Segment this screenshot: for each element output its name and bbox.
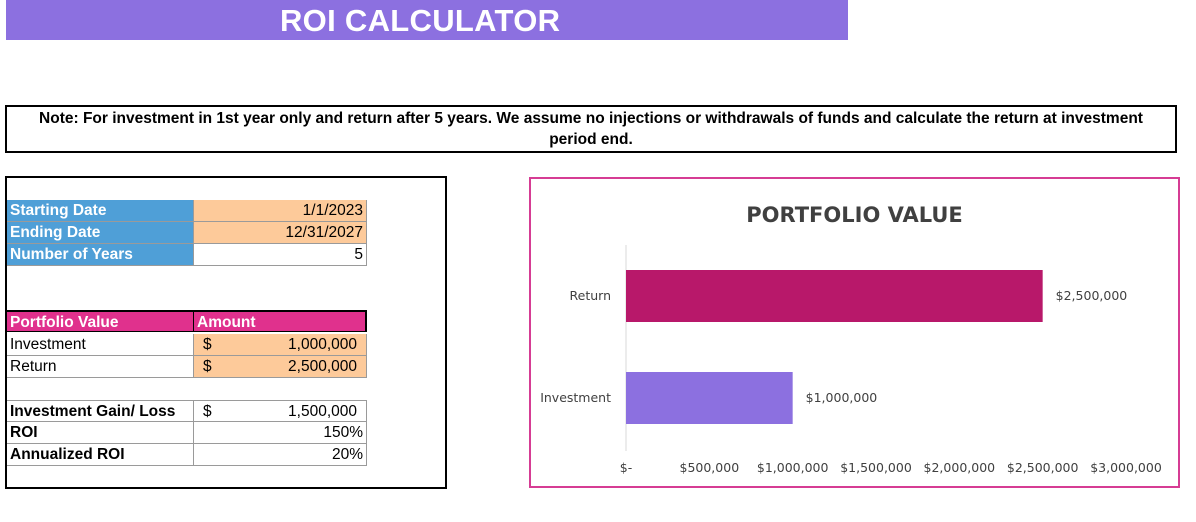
title-bar: ROI CALCULATOR	[6, 0, 848, 40]
ending-date-label: Ending Date	[7, 222, 193, 244]
x-tick-label: $2,500,000	[1007, 460, 1079, 475]
calculator-panel	[5, 176, 447, 489]
x-tick-label: $1,000,000	[757, 460, 829, 475]
starting-date-label: Starting Date	[7, 200, 193, 222]
investment-gain-loss-cell: $ 1,500,000	[193, 400, 367, 422]
number-of-years-label: Number of Years	[7, 244, 193, 266]
annualized-roi-label: Annualized ROI	[7, 444, 193, 466]
data-label-return: $2,500,000	[1056, 288, 1128, 303]
bar-investment	[626, 372, 793, 424]
note-text: Note: For investment in 1st year only an…	[39, 110, 1143, 148]
annualized-roi-value: 20%	[193, 444, 367, 466]
portfolio-value-header: Portfolio Value	[7, 310, 193, 332]
x-tick-label: $2,000,000	[924, 460, 996, 475]
return-amount-cell[interactable]: $ 2,500,000	[193, 356, 367, 378]
chart-title: PORTFOLIO VALUE	[746, 203, 963, 227]
note-box: Note: For investment in 1st year only an…	[5, 105, 1177, 153]
x-tick-label: $500,000	[680, 460, 740, 475]
category-label-investment: Investment	[540, 390, 611, 405]
amount-header: Amount	[193, 310, 367, 332]
portfolio-value-chart[interactable]: PORTFOLIO VALUE Investment $1,000,000 Retu…	[529, 177, 1180, 488]
x-tick-label: $-	[620, 460, 632, 475]
x-tick-label: $3,000,000	[1090, 460, 1162, 475]
return-amount: 2,500,000	[288, 358, 357, 375]
chart-plot-area: Investment $1,000,000 Return $2,500,000 $- $5…	[540, 245, 1162, 475]
investment-currency: $	[203, 336, 212, 353]
page-title: ROI CALCULATOR	[280, 3, 561, 38]
investment-gain-loss-label: Investment Gain/ Loss	[7, 400, 193, 422]
ending-date-value[interactable]: 12/31/2027	[193, 222, 367, 244]
investment-gain-loss-value: 1,500,000	[288, 403, 357, 420]
starting-date-value[interactable]: 1/1/2023	[193, 200, 367, 222]
investment-label: Investment	[7, 334, 193, 356]
bar-return	[626, 270, 1043, 322]
return-currency: $	[203, 358, 212, 375]
number-of-years-value: 5	[193, 244, 367, 266]
x-tick-label: $1,500,000	[840, 460, 912, 475]
roi-value: 150%	[193, 422, 367, 444]
return-label: Return	[7, 356, 193, 378]
gain-currency: $	[203, 403, 212, 420]
category-label-return: Return	[570, 288, 611, 303]
data-label-investment: $1,000,000	[806, 390, 878, 405]
investment-amount-cell[interactable]: $ 1,000,000	[193, 334, 367, 356]
roi-label: ROI	[7, 422, 193, 444]
investment-amount: 1,000,000	[288, 336, 357, 353]
